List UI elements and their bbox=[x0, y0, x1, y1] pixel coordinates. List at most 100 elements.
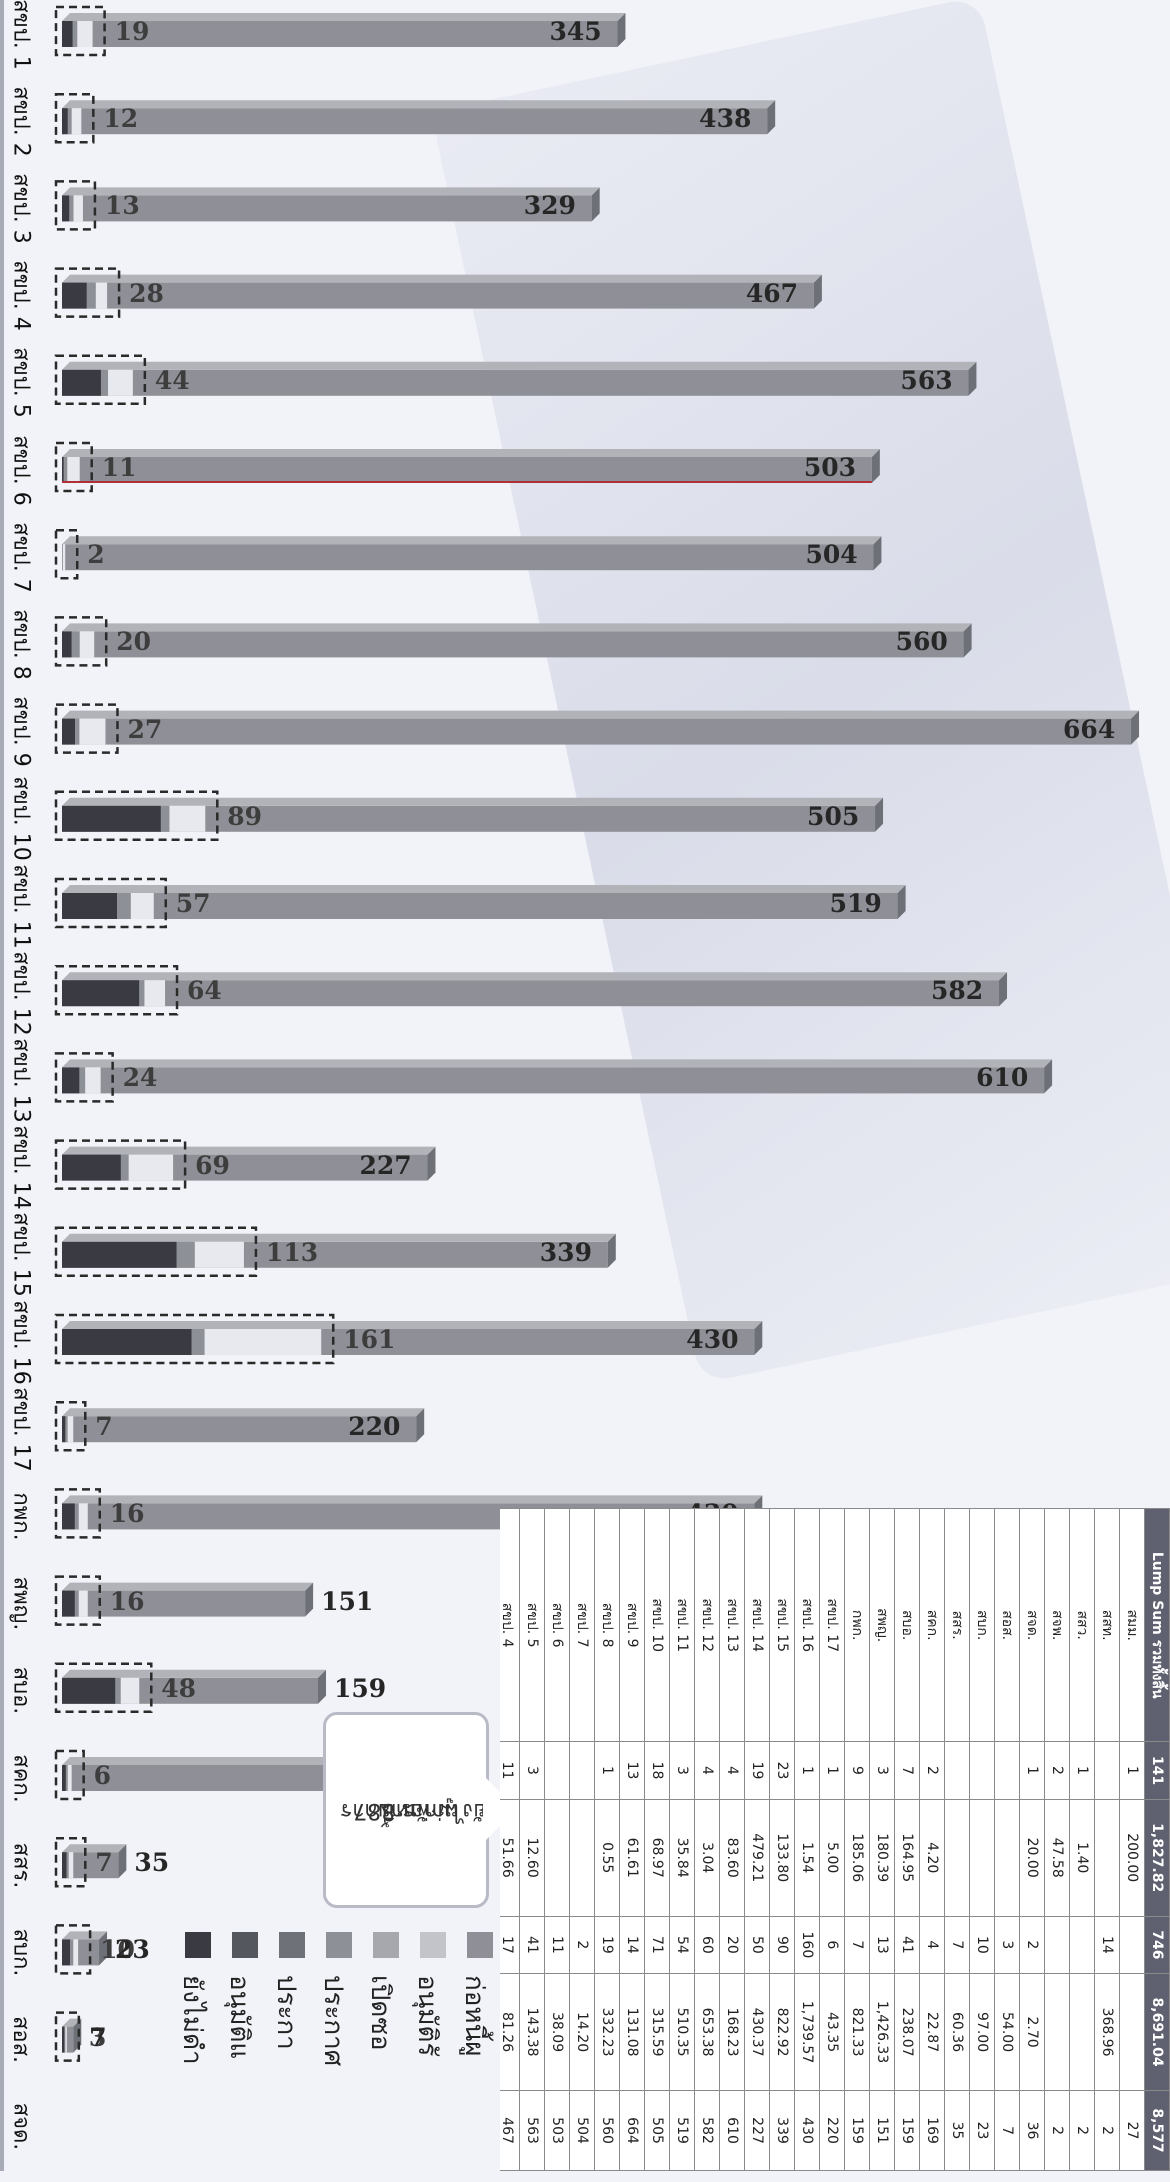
table-cell: 0.55 bbox=[595, 1799, 620, 1916]
table-cell: 60.36 bbox=[945, 1974, 970, 2091]
table-cell: สคก. bbox=[920, 1509, 945, 1742]
bar-inner-segment bbox=[87, 283, 96, 309]
bar-inner-segment bbox=[77, 21, 92, 47]
table-cell: 227 bbox=[745, 2091, 770, 2171]
bar-inner-segment bbox=[62, 893, 117, 919]
table-cell: 23 bbox=[770, 1742, 795, 1799]
bar-inner-segment bbox=[75, 1503, 79, 1529]
table-cell: 1 bbox=[1120, 1742, 1145, 1799]
bar-inner-segment bbox=[62, 195, 69, 221]
bar-inner-segment bbox=[85, 1067, 100, 1093]
table-cell: สขป. 5 bbox=[520, 1509, 545, 1742]
highlight-line bbox=[62, 481, 872, 483]
table-cell: 36 bbox=[1020, 2091, 1045, 2171]
table-cell: 41 bbox=[520, 1916, 545, 1973]
table-cell: 2 bbox=[1070, 2091, 1095, 2171]
table-cell: 560 bbox=[595, 2091, 620, 2171]
table-cell: สขป. 10 bbox=[645, 1509, 670, 1742]
bar-inner-segment bbox=[62, 806, 161, 832]
outer-value-label: 467 bbox=[746, 280, 798, 308]
outer-value-label: 220 bbox=[348, 1413, 400, 1441]
table-cell bbox=[1095, 1799, 1120, 1916]
outer-value-label: 560 bbox=[896, 628, 948, 656]
table-cell: 54 bbox=[670, 1916, 695, 1973]
inner-value-label: 69 bbox=[195, 1152, 230, 1180]
table-cell: 1 bbox=[820, 1742, 845, 1799]
table-cell bbox=[1095, 1742, 1120, 1799]
table-cell bbox=[995, 1742, 1020, 1799]
outer-value-label: 227 bbox=[359, 1152, 411, 1180]
table-cell: 582 bbox=[695, 2091, 720, 2171]
legend-label: อนุมัติรั bbox=[407, 1975, 448, 2056]
table-cell: 83.60 bbox=[720, 1799, 745, 1916]
table-cell: 368.96 bbox=[1095, 1974, 1120, 2091]
outer-value-label: 35 bbox=[134, 1849, 169, 1877]
outer-value-label: 23 bbox=[115, 1936, 150, 1964]
table-cell: 151 bbox=[870, 2091, 895, 2171]
table-cell: สขป. 16 bbox=[795, 1509, 820, 1742]
bar-outer bbox=[62, 370, 968, 396]
inner-value-label: 11 bbox=[102, 454, 137, 482]
table-cell: 18 bbox=[645, 1742, 670, 1799]
table-cell: สจด. bbox=[1020, 1509, 1045, 1742]
table-cell: 4 bbox=[920, 1916, 945, 1973]
table-cell: สขป. 11 bbox=[670, 1509, 695, 1742]
table-cell: สขป. 12 bbox=[695, 1509, 720, 1742]
table-cell: 664 bbox=[620, 2091, 645, 2171]
table-cell: 13 bbox=[620, 1742, 645, 1799]
bar-inner-segment bbox=[62, 1416, 65, 1442]
inner-value-label: 16 bbox=[110, 1588, 145, 1616]
table-cell: สขป. 8 bbox=[595, 1509, 620, 1742]
table-cell: 7 bbox=[945, 1916, 970, 1973]
bar-inner-segment bbox=[121, 1155, 129, 1181]
table-cell: 821.33 bbox=[845, 1974, 870, 2091]
bar-inner-segment bbox=[62, 2027, 64, 2053]
bar-outer bbox=[62, 195, 592, 221]
bar-inner-segment bbox=[62, 719, 75, 745]
bar-inner-segment bbox=[62, 1852, 67, 1878]
callout-line-3: รายการ bbox=[325, 1796, 430, 1824]
inner-value-label: 64 bbox=[187, 977, 222, 1005]
inner-value-label: 2 bbox=[87, 541, 104, 569]
bar-outer bbox=[62, 544, 873, 570]
table-cell: สสท. bbox=[1095, 1509, 1120, 1742]
table-cell bbox=[570, 1742, 595, 1799]
table-cell: 90 bbox=[770, 1916, 795, 1973]
table-cell: 3 bbox=[995, 1916, 1020, 1973]
table-cell: สขป. 15 bbox=[770, 1509, 795, 1742]
inner-value-label: 13 bbox=[105, 192, 140, 220]
table-cell: 43.35 bbox=[820, 1974, 845, 2091]
bar-inner-segment bbox=[62, 21, 73, 47]
table-cell: 143.38 bbox=[520, 1974, 545, 2091]
outer-value-label: 503 bbox=[804, 454, 856, 482]
table-cell: 8,577 bbox=[1145, 2091, 1170, 2171]
bar-inner-segment bbox=[62, 631, 72, 657]
bar-inner-segment bbox=[72, 631, 80, 657]
table-cell: สบก. bbox=[970, 1509, 995, 1742]
table-cell: 50 bbox=[745, 1916, 770, 1973]
inner-value-label: 16 bbox=[110, 1500, 145, 1528]
bar-inner-segment bbox=[131, 893, 154, 919]
bar-inner-segment bbox=[79, 1591, 88, 1617]
inner-value-label: 7 bbox=[95, 1413, 112, 1441]
legend-label: ประกาศ bbox=[313, 1975, 354, 2066]
bar-inner-segment bbox=[69, 1852, 74, 1878]
table-cell: 23 bbox=[970, 2091, 995, 2171]
table-cell: 19 bbox=[595, 1916, 620, 1973]
table-cell: 3.04 bbox=[695, 1799, 720, 1916]
bar-inner-segment bbox=[62, 1678, 115, 1704]
bar-inner-segment bbox=[62, 980, 139, 1006]
bar-inner-segment bbox=[72, 108, 82, 134]
table-cell: 2 bbox=[1095, 2091, 1120, 2171]
bar-outer-top bbox=[62, 798, 883, 806]
table-cell: 13 bbox=[870, 1916, 895, 1973]
table-cell: สสร. bbox=[945, 1509, 970, 1742]
